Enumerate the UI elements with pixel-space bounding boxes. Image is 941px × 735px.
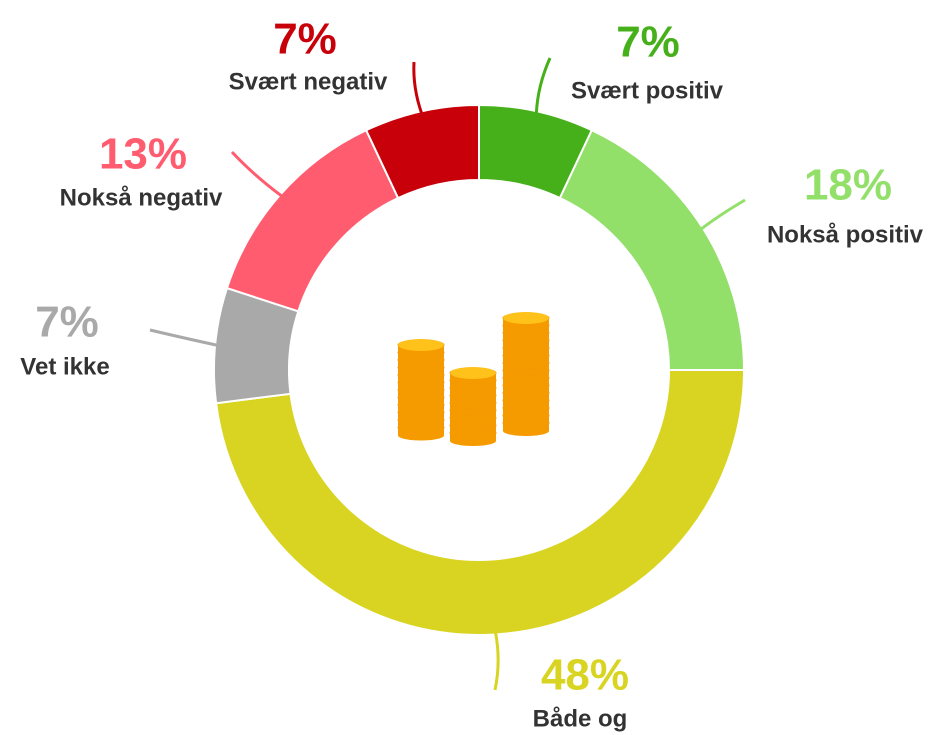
coin-rim [503,328,549,339]
leader-line [700,198,746,231]
coin-rim [398,355,444,366]
coin-rim [398,423,444,433]
coin-rim [450,398,496,409]
coins-icon [397,312,550,446]
value-label: 7% [273,15,337,64]
coin-rim [503,366,549,376]
coin-rim [503,321,549,331]
leader-line [534,57,552,114]
category-label: Nokså negativ [60,184,223,211]
value-label: 13% [99,130,187,179]
coin-rim [398,400,444,411]
coin-rim [503,351,549,361]
value-label: 7% [616,18,680,67]
leader-line [230,150,283,198]
coin-rim [503,426,549,436]
category-label: Svært positiv [571,77,724,104]
coin-rim [503,336,549,346]
leader-line [412,61,424,114]
coin-rim [398,393,444,403]
category-label: Nokså positiv [767,221,924,248]
coin-rim [503,403,549,414]
leader-line [149,328,218,347]
coin-rim [398,430,444,441]
value-label: 7% [35,298,99,347]
coin-top [450,367,496,379]
coin-rim [450,376,496,386]
value-label: 48% [541,651,629,700]
donut-segment [214,369,746,636]
category-label: Både og [533,705,628,732]
coin-rim [503,358,549,369]
coin-rim [398,348,444,358]
coin-rim [450,413,496,424]
donut-segment [558,128,746,371]
category-label: Svært negativ [229,68,388,95]
coin-top [398,339,444,351]
coin-rim [503,343,549,354]
coin-rim [450,436,496,446]
coin-rim [503,411,549,421]
coin-rim [450,383,496,394]
coin-rim [503,373,549,384]
coin-rim [450,421,496,431]
coin-rim [503,388,549,399]
coin-rim [398,363,444,373]
coin-rim [450,428,496,439]
coin-rim [450,406,496,416]
coin-rim [503,381,549,391]
coin-rim [503,418,549,429]
coin-rim [398,415,444,426]
leader-line [493,632,500,691]
coin-rim [398,370,444,381]
coin-rim [503,396,549,406]
coin-top [503,312,549,324]
donut-segment [364,103,480,200]
value-label: 18% [804,161,892,210]
coin-rim [398,378,444,388]
coin-rim [398,408,444,418]
donut-segment [225,128,400,313]
category-label: Vet ikke [20,353,109,380]
coin-rim [450,391,496,401]
coin-rim [398,385,444,396]
